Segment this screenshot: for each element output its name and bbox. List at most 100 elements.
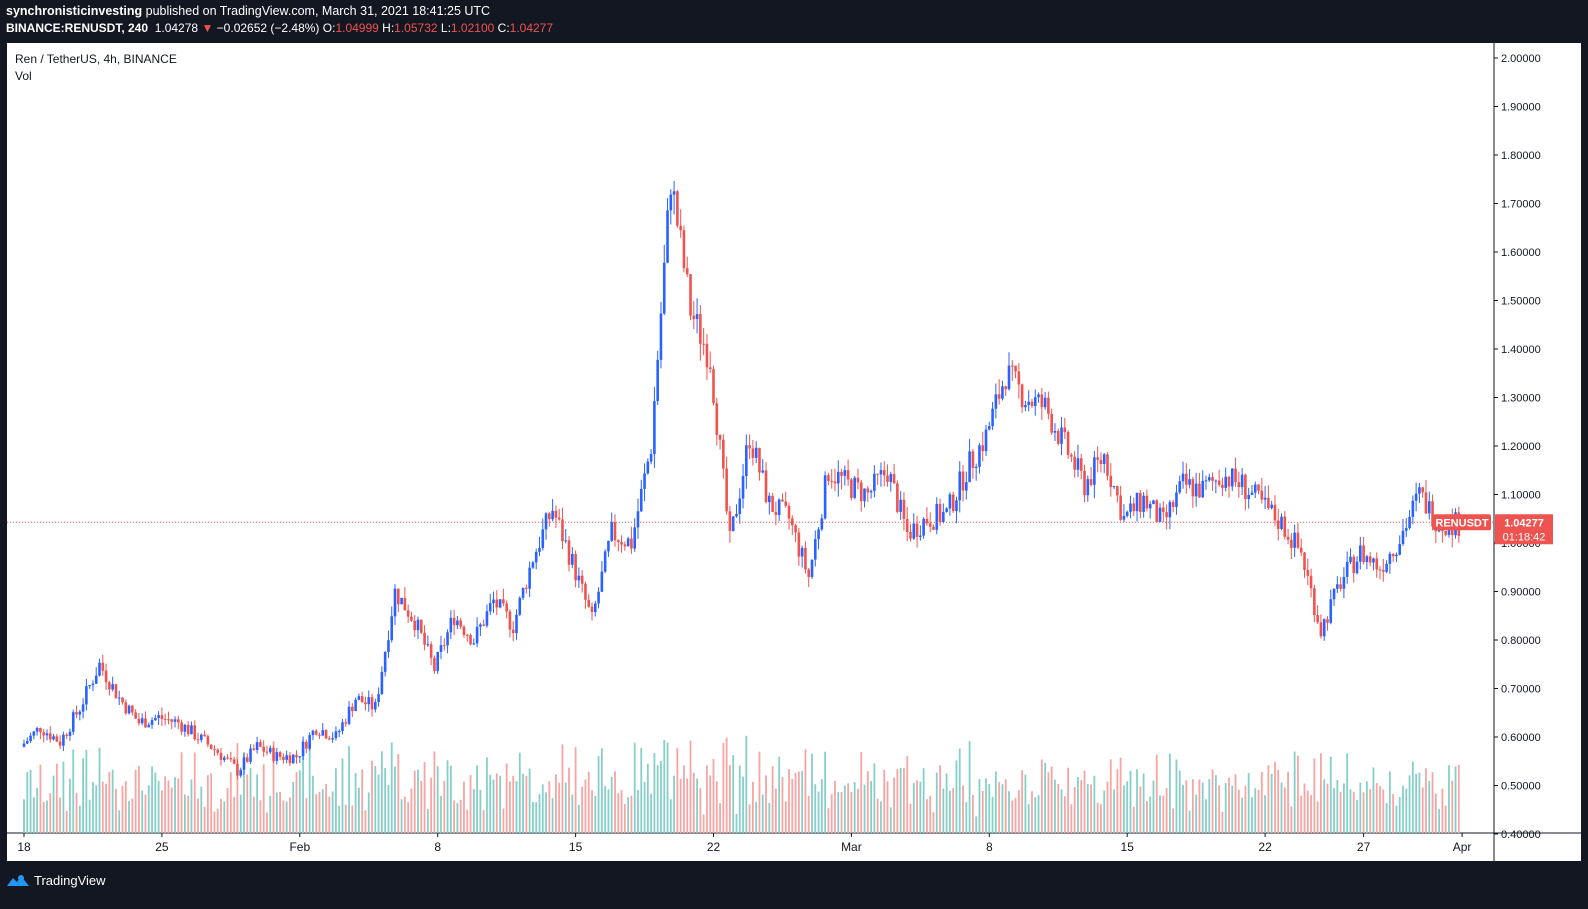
- candle-body: [35, 727, 39, 732]
- volume-bar: [1086, 784, 1089, 833]
- volume-bar: [712, 758, 715, 833]
- volume-bar: [1267, 765, 1270, 833]
- volume-bar: [236, 743, 239, 833]
- volume-bar: [177, 778, 180, 833]
- volume-bar: [239, 794, 242, 833]
- volume-bar: [860, 752, 863, 833]
- candle-body: [104, 670, 108, 683]
- candle-body: [1240, 474, 1244, 488]
- volume-bar: [896, 769, 899, 833]
- ohlc-line: BINANCE:RENUSDT, 240 1.04278 ▼ −0.02652 …: [6, 21, 553, 37]
- volume-bar: [971, 795, 974, 833]
- volume-bar: [1175, 759, 1178, 833]
- volume-bar: [817, 791, 820, 833]
- volume-bar: [545, 792, 547, 833]
- volume-bar: [1421, 787, 1424, 833]
- volume-bar: [1080, 780, 1083, 833]
- candle-body: [820, 518, 824, 530]
- candle-body: [1280, 516, 1283, 529]
- candle-body: [758, 447, 761, 473]
- volume-bar: [167, 780, 170, 833]
- candle-body: [856, 477, 860, 483]
- volume-bar: [1096, 802, 1099, 833]
- candle-body: [1083, 470, 1086, 496]
- volume-bar: [203, 806, 206, 833]
- candle-body: [997, 394, 1001, 399]
- candle-body: [78, 711, 82, 715]
- footer-brand[interactable]: TradingView: [6, 870, 106, 890]
- candle-body: [1365, 556, 1369, 563]
- volume-bar: [998, 781, 1001, 833]
- volume-bar: [988, 783, 991, 833]
- volume-bar: [443, 780, 446, 833]
- volume-bar: [801, 770, 804, 833]
- candle-body: [360, 696, 364, 703]
- volume-bar: [991, 796, 994, 833]
- candle-body: [761, 470, 765, 473]
- volume-bar: [594, 795, 597, 833]
- volume-bar: [1251, 797, 1253, 833]
- candle-body: [1404, 528, 1408, 531]
- price-chart[interactable]: 0.40000 0.50000 0.60000 0.70000 0.80000 0.900…: [7, 43, 1581, 861]
- volume-bar: [1224, 783, 1227, 833]
- candle-body: [630, 538, 633, 549]
- volume-bar: [1300, 795, 1303, 833]
- volume-bar: [1172, 808, 1175, 833]
- volume-bar: [646, 763, 649, 833]
- candle-body: [774, 511, 778, 515]
- volume-bar: [620, 789, 623, 833]
- candle-body: [840, 471, 843, 476]
- volume-bar: [440, 795, 442, 833]
- candle-body: [1214, 480, 1218, 482]
- candle-body: [935, 504, 939, 530]
- candle-body: [978, 445, 981, 467]
- volume-bar: [1054, 779, 1056, 833]
- volume-bar: [298, 770, 301, 833]
- volume-bar: [955, 760, 958, 833]
- volume-bar: [771, 766, 774, 833]
- volume-bar: [1129, 770, 1132, 833]
- candle-body: [643, 473, 646, 489]
- volume-bar: [958, 748, 961, 833]
- volume-bar: [820, 779, 823, 833]
- volume-bar: [752, 781, 754, 833]
- candle-body: [991, 408, 994, 427]
- candle-body: [600, 571, 604, 592]
- candle-body: [177, 719, 180, 723]
- candle-body: [846, 470, 850, 480]
- candle-body: [823, 475, 827, 519]
- candle-body: [193, 725, 197, 740]
- candle-body: [1227, 476, 1231, 487]
- candle-body: [157, 715, 160, 718]
- candle-body: [1047, 397, 1050, 414]
- candle-body: [1135, 492, 1139, 512]
- volume-bar: [229, 772, 232, 833]
- candle-body: [879, 470, 883, 475]
- volume-bar: [476, 765, 478, 833]
- candle-body: [554, 510, 558, 518]
- volume-bar: [587, 771, 590, 833]
- author-name[interactable]: synchronisticinvesting: [6, 4, 143, 18]
- volume-bar: [1008, 791, 1010, 833]
- candle-body: [282, 756, 285, 760]
- candle-body: [580, 575, 584, 584]
- candle-body: [1070, 454, 1073, 457]
- volume-bar: [863, 784, 866, 833]
- volume-bar: [187, 795, 190, 833]
- candle-body: [722, 439, 725, 469]
- high-value: 1.05732: [394, 21, 438, 35]
- candle-body: [1198, 483, 1201, 498]
- candle-body: [1441, 530, 1444, 532]
- x-tick-label: 15: [1121, 840, 1135, 854]
- chart-panel[interactable]: 0.40000 0.50000 0.60000 0.70000 0.80000 0.900…: [7, 43, 1581, 861]
- candle-body: [367, 697, 371, 705]
- price-change: −0.02652 (−2.48%): [216, 21, 320, 35]
- volume-bar: [1001, 784, 1004, 833]
- candle-body: [1427, 501, 1431, 514]
- candle-body: [403, 597, 407, 611]
- candle-body: [1086, 479, 1090, 496]
- candle-body: [196, 739, 200, 741]
- volume-bar: [453, 800, 456, 833]
- candle-body: [817, 529, 820, 540]
- volume-bar: [1441, 788, 1444, 833]
